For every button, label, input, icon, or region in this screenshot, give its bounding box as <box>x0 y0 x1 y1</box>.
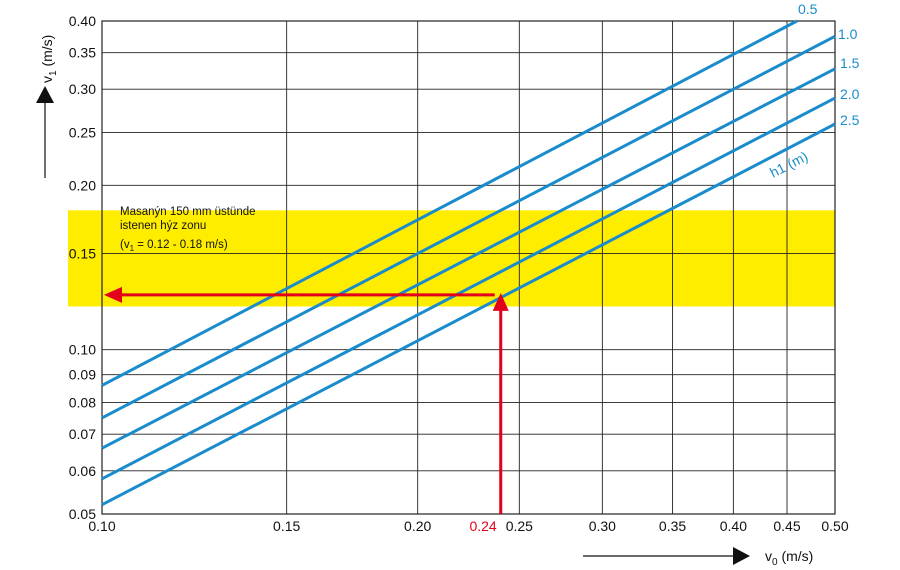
series-label-2.0: 2.0 <box>840 86 860 102</box>
y-tick-label: 0.08 <box>69 395 96 411</box>
series-line-h1-0.5 <box>101 19 798 387</box>
y-tick-label: 0.15 <box>69 246 96 262</box>
tick-layer: 0.10 0.15 0.20 0.25 0.30 0.35 0.40 0.45 0.50 0.05… <box>69 13 849 534</box>
x-tick-label: 0.20 <box>404 518 431 534</box>
x-tick-label: 0.10 <box>88 518 115 534</box>
series-label-1.5: 1.5 <box>840 55 860 71</box>
series-group-label: h1 (m) <box>767 148 810 181</box>
arrow-layer <box>104 286 509 514</box>
series-line-h1-1.0 <box>101 34 836 420</box>
series-label-0.5: 0.5 <box>798 1 818 17</box>
band-note-line-3: (v1 = 0.12 - 0.18 m/s) <box>120 239 228 253</box>
y-tick-label: 0.20 <box>69 177 96 193</box>
y-tick-label: 0.07 <box>69 426 96 442</box>
x-tick-label: 0.15 <box>273 518 300 534</box>
x-tick-label: 0.30 <box>589 518 616 534</box>
series-label-1.0: 1.0 <box>838 26 858 42</box>
series-line-h1-1.5 <box>101 67 836 450</box>
y-tick-label: 0.10 <box>69 342 96 358</box>
y-tick-label: 0.05 <box>69 506 96 522</box>
band-layer <box>68 210 835 307</box>
y-axis-title: v1 (m/s) <box>39 35 59 83</box>
series-label-2.5: 2.5 <box>840 112 860 128</box>
grid-layer <box>101 20 836 515</box>
y-tick-label: 0.06 <box>69 463 96 479</box>
highlight-x-label: 0.24 <box>469 518 496 534</box>
x-tick-label: 0.45 <box>773 518 800 534</box>
y-tick-label: 0.09 <box>69 367 96 383</box>
x-tick-label: 0.25 <box>506 518 533 534</box>
series-line-h1-2.5 <box>101 122 836 507</box>
target-velocity-band <box>68 210 835 307</box>
y-axis-arrow-head <box>36 86 54 103</box>
band-note-line-2: istenen hýz zonu <box>120 220 206 232</box>
x-tick-label: 0.35 <box>659 518 686 534</box>
v0-arrow-head <box>492 292 509 311</box>
svg-text:v1 (m/s): v1 (m/s) <box>39 35 59 83</box>
x-tick-label: 0.40 <box>720 518 747 534</box>
y-tick-label: 0.35 <box>69 45 96 61</box>
band-note-line-1: Masanýn 150 mm üstünde <box>120 206 256 218</box>
series-line-h1-2.0 <box>101 96 836 481</box>
y-tick-label: 0.40 <box>69 13 96 29</box>
x-axis-arrow-head <box>733 547 750 565</box>
y-tick-label: 0.25 <box>69 124 96 140</box>
plot-frame <box>101 20 836 515</box>
y-tick-label: 0.30 <box>69 81 96 97</box>
x-tick-label: 0.50 <box>821 518 848 534</box>
series-layer: 0.5 1.0 1.5 2.0 2.5 <box>101 1 860 507</box>
x-axis-title: v0 (m/s) <box>765 548 813 568</box>
v1-arrow-head <box>104 286 122 303</box>
